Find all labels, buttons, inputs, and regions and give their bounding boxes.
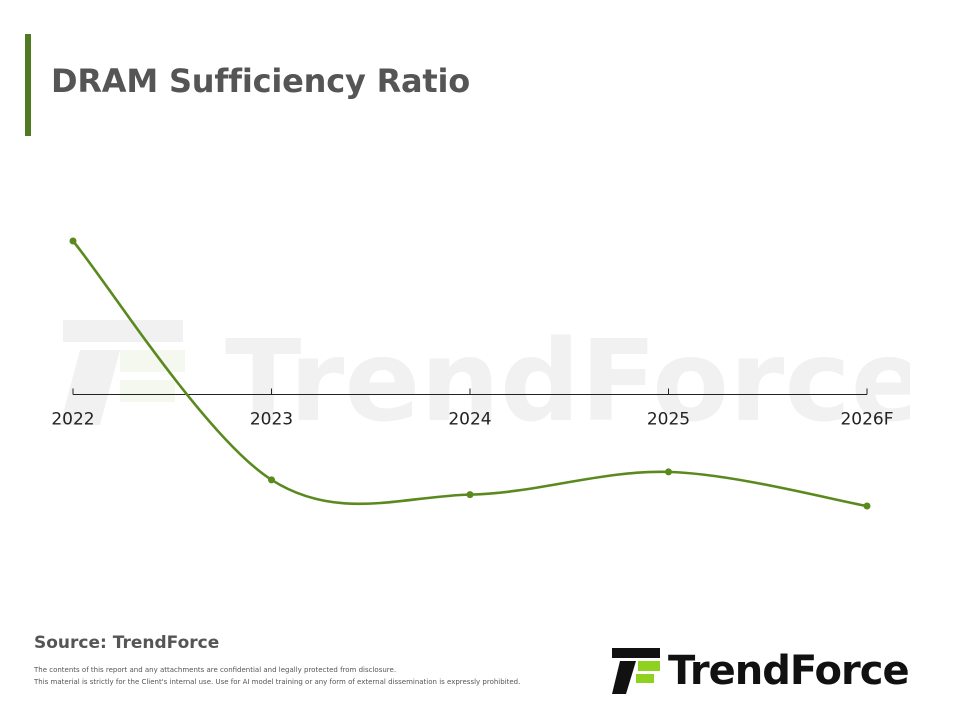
watermark-text: TrendForce [225,317,910,440]
trendforce-logo-icon [612,648,660,694]
x-tick-label: 2025 [647,410,690,430]
data-point [863,502,871,510]
x-tick-label: 2026F [840,410,893,430]
series-line [71,239,869,508]
x-axis-labels: 2022 2023 2024 2025 2026F [51,410,893,430]
trendforce-watermark: TrendForce [60,317,910,440]
x-axis [72,388,868,396]
data-point [268,476,275,484]
data-point [466,491,474,499]
source-label: Source: TrendForce [34,633,220,653]
x-tick-label: 2024 [448,410,491,430]
page-title: DRAM Sufficiency Ratio [51,62,471,100]
x-tick-label: 2022 [51,410,94,430]
x-tick-label: 2023 [250,410,293,430]
logo-text: TrendForce [668,648,910,694]
data-point [665,468,672,476]
disclaimer-line-1: The contents of this report and any atta… [34,666,397,674]
series-layer [69,237,871,510]
disclaimer-line-2: This material is strictly for the Client… [34,678,521,686]
data-point [69,237,77,245]
title-accent-bar [25,34,31,136]
